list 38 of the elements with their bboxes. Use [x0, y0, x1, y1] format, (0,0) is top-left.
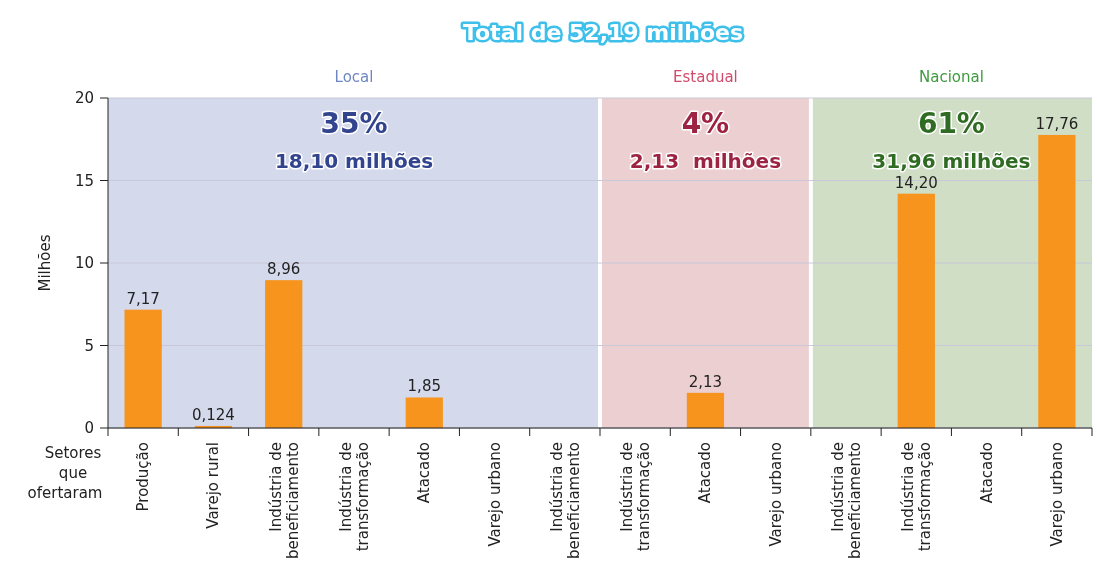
data-label: 1,85	[407, 377, 441, 396]
y-tick-label: 20	[74, 89, 94, 107]
x-axis-title: Setores que ofertaram	[27, 444, 103, 502]
annotation: 2,13 milhões	[629, 149, 782, 173]
data-label: 14,20	[894, 173, 938, 192]
annotation: 4%	[681, 107, 730, 140]
x-tick-label: Indústria de beneficiamento	[547, 442, 583, 559]
x-tick-label: Indústria de beneficiamento	[266, 442, 302, 559]
y-tick-label: 5	[84, 336, 94, 355]
chart-subtitle: Estadual	[673, 68, 738, 86]
x-tick-label: Varejo rural	[204, 442, 223, 529]
x-tick-label: Produção	[134, 442, 153, 512]
bar	[124, 309, 162, 428]
data-label: 7,17	[126, 289, 160, 308]
chart-subtitle: Local	[334, 68, 374, 86]
x-tick-label: Atacado	[696, 442, 715, 504]
annotation: 18,10 milhões	[274, 149, 434, 173]
annotation: 35%	[320, 107, 388, 140]
chart-title: Total de 52,19 milhões	[462, 20, 744, 45]
y-tick-label: 15	[74, 171, 94, 190]
y-tick-label: 10	[74, 254, 94, 272]
x-tick-label: Varejo urbano	[1047, 442, 1066, 547]
annotation: 31,96 milhões	[872, 149, 1031, 173]
x-tick-label: Varejo urbano	[766, 442, 785, 547]
x-tick-label: Varejo urbano	[485, 442, 504, 547]
bar	[265, 280, 303, 428]
x-tick-label: Indústria de beneficiamento	[829, 442, 864, 559]
annotation: 61%	[917, 107, 985, 140]
y-tick-label: 0	[84, 419, 94, 437]
x-tick-label: Atacado	[977, 442, 996, 504]
x-tick-label: Atacado	[415, 442, 434, 504]
chart-subtitle: Nacional	[918, 68, 984, 86]
bar	[405, 397, 443, 428]
data-label: 8,96	[267, 260, 301, 279]
data-label: 17,76	[1035, 114, 1079, 133]
data-label: 0,124	[191, 405, 235, 424]
y-axis-title: Milhões	[36, 234, 54, 292]
data-label: 2,13	[688, 372, 723, 391]
